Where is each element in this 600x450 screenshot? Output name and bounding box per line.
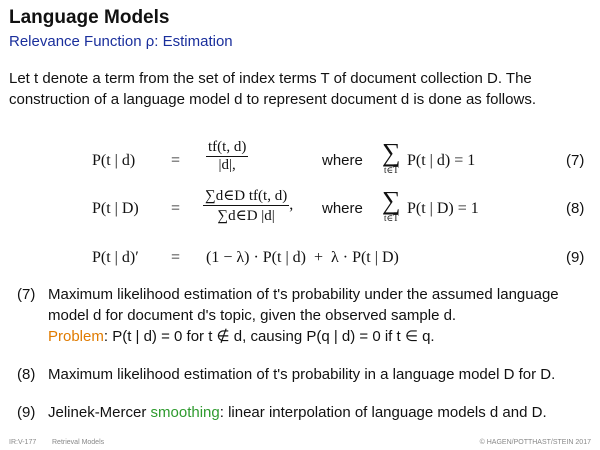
equation-8-numerator: ∑d∈D tf(t, d) bbox=[203, 188, 290, 206]
note-7-problem: Problem: P(t | d) = 0 for t ∉ d, causing… bbox=[48, 326, 598, 347]
intro-line-2: construction of a language model d to re… bbox=[9, 91, 536, 108]
note-7: (7) Maximum likelihood estimation of t's… bbox=[17, 284, 597, 347]
note-8-number: (8) bbox=[17, 366, 36, 383]
intro-paragraph: Let t denote a term from the set of inde… bbox=[9, 68, 594, 110]
equation-7-number: (7) bbox=[566, 152, 585, 169]
note-9-number: (9) bbox=[17, 404, 36, 421]
note-9-pre: Jelinek-Mercer bbox=[48, 404, 151, 421]
footer-section: Retrieval Models bbox=[52, 439, 105, 446]
note-7-number: (7) bbox=[17, 286, 36, 303]
equation-8-denominator: ∑d∈D |d| bbox=[217, 208, 275, 224]
note-7-line-2: model d for document d's topic, given th… bbox=[48, 307, 457, 324]
footer-copyright: © HAGEN/POTTHAST/STEIN 2017 bbox=[479, 439, 591, 446]
equation-8-fraction: ∑d∈D tf(t, d) ∑d∈D |d| , bbox=[203, 186, 293, 225]
intro-line-1: Let t denote a term from the set of inde… bbox=[9, 70, 532, 87]
equation-7-sum-expression: P(t | d) = 1 bbox=[407, 152, 476, 169]
equation-8-number: (8) bbox=[566, 200, 585, 217]
equation-7-sum: ∑ t∈T bbox=[382, 138, 403, 176]
problem-text: : P(t | d) = 0 for t ∉ d, causing P(q | … bbox=[103, 328, 435, 345]
equation-8-where: where bbox=[322, 200, 363, 217]
equation-7-denominator: |d|, bbox=[218, 157, 236, 173]
equation-8-sum-expression: P(t | D) = 1 bbox=[407, 200, 479, 217]
slide-subtitle: Relevance Function ρ: Estimation bbox=[9, 33, 233, 50]
equation-8-equals: = bbox=[171, 200, 181, 217]
equation-7-numerator: tf(t, d) bbox=[206, 139, 249, 157]
equation-7-sum-subscript: t∈T bbox=[383, 165, 399, 175]
equation-8-sum-subscript: t∈T bbox=[383, 213, 399, 223]
equation-8-lhs: P(t | D) bbox=[92, 200, 139, 217]
note-7-line-1: Maximum likelihood estimation of t's pro… bbox=[48, 286, 559, 303]
equation-8-sum: ∑ t∈T bbox=[382, 186, 403, 224]
equation-8-comma: , bbox=[289, 196, 294, 214]
equation-9-number: (9) bbox=[566, 249, 585, 266]
problem-label: Problem bbox=[48, 328, 104, 345]
equation-7-where: where bbox=[322, 152, 363, 169]
note-8: (8) Maximum likelihood estimation of t's… bbox=[17, 364, 597, 385]
equation-7-fraction: tf(t, d) |d|, bbox=[206, 139, 249, 174]
sum-symbol-icon: ∑ bbox=[382, 186, 401, 215]
equation-9-equals: = bbox=[171, 249, 181, 266]
equation-9-rhs: (1 − λ) · P(t | d) + λ · P(t | D) bbox=[206, 249, 399, 266]
equation-9-lhs: P(t | d)′ bbox=[92, 249, 139, 266]
note-9-post: : linear interpolation of language model… bbox=[219, 404, 547, 421]
equation-7-lhs: P(t | d) bbox=[92, 152, 136, 169]
equation-7-equals: = bbox=[171, 152, 181, 169]
smoothing-highlight: smoothing bbox=[150, 404, 220, 421]
slide-title: Language Models bbox=[9, 7, 170, 28]
sum-symbol-icon: ∑ bbox=[382, 138, 401, 167]
note-8-line-1: Maximum likelihood estimation of t's pro… bbox=[48, 366, 556, 383]
note-9: (9) Jelinek-Mercer smoothing: linear int… bbox=[17, 402, 597, 423]
footer-page-number: IR:V-177 bbox=[9, 439, 37, 446]
